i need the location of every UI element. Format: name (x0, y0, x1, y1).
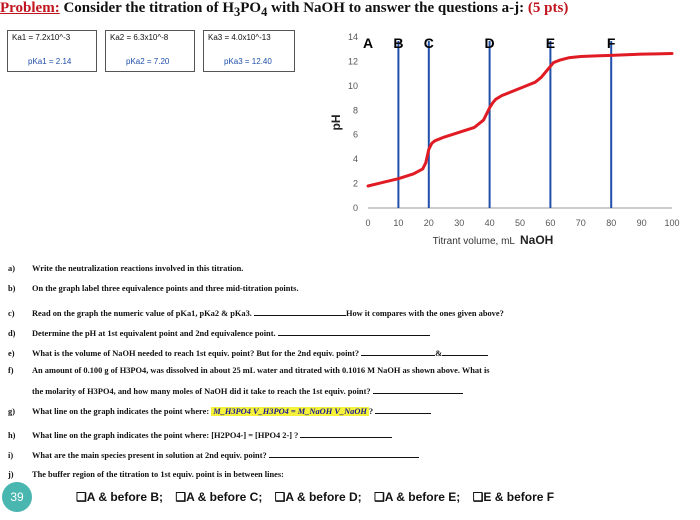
question-letter: d) (8, 329, 16, 338)
question-i: i) What are the main species present in s… (8, 448, 419, 460)
pka3-value: pKa3 = 12.40 (224, 57, 272, 66)
question-letter: a) (8, 264, 15, 273)
page-number-badge: 39 (2, 482, 32, 512)
question-text: Read on the graph the numeric value of p… (32, 309, 252, 318)
pka2-value: pKa2 = 7.20 (126, 57, 170, 66)
answer-blank[interactable] (268, 448, 419, 458)
answer-options: ❏A & before B; ❏A & before C; ❏A & befor… (76, 490, 563, 504)
question-text: What line on the graph indicates the poi… (32, 431, 299, 440)
y-tick-label: 14 (348, 32, 358, 42)
y-tick-label: 10 (348, 81, 358, 91)
question-tail: How it compares with the ones given abov… (345, 309, 504, 318)
x-axis-label: Titrant volume, mL (433, 236, 516, 247)
ka2-box: Ka2 = 6.3x10^-8 pKa2 = 7.20 (105, 30, 195, 72)
y-tick-label: 2 (353, 179, 358, 189)
x-tick-label: 40 (485, 218, 495, 228)
marker-label-c: C (424, 35, 434, 51)
marker-label-f: F (607, 35, 616, 51)
question-a: a) Write the neutralization reactions inv… (8, 264, 243, 273)
option-a-before-e[interactable]: ❏A & before E; (373, 490, 461, 504)
question-text: What are the main species present in sol… (32, 451, 267, 460)
question-f-cont: the molarity of H3PO4, and how many mole… (8, 384, 463, 396)
option-a-before-b[interactable]: ❏A & before B; (76, 490, 163, 504)
question-f: f) An amount of 0.100 g of H3PO4, was dis… (8, 366, 490, 375)
question-text: the molarity of H3PO4, and how many mole… (32, 387, 371, 396)
question-d: d) Determine the pH at 1st equivalent poi… (8, 326, 430, 338)
x-tick-label: 10 (393, 218, 403, 228)
y-tick-label: 8 (353, 105, 358, 115)
question-c: c) Read on the graph the numeric value of… (8, 306, 504, 318)
question-h: h) What line on the graph indicates the p… (8, 428, 393, 440)
question-e: e) What is the volume of NaOH needed to r… (8, 346, 489, 358)
answer-blank-2[interactable] (442, 346, 489, 356)
question-letter: i) (8, 451, 14, 460)
problem-label: Problem: (0, 0, 60, 16)
y-tick-label: 0 (353, 203, 358, 213)
title-text-1: Consider the titration of H (59, 0, 235, 16)
problem-title: Problem: Consider the titration of H3PO4… (0, 0, 700, 20)
titration-curve (366, 51, 674, 188)
x-tick-label: 80 (606, 218, 616, 228)
marker-label-d: D (485, 35, 495, 51)
x-tick-label: 100 (664, 218, 679, 228)
x-tick-label: 30 (454, 218, 464, 228)
y-axis-label: pH (329, 115, 343, 131)
title-text-3: with NaOH to answer the questions a-j: (267, 0, 528, 16)
x-tick-label: 50 (515, 218, 525, 228)
option-a-before-c[interactable]: ❏A & before C; (175, 490, 263, 504)
x-tick-label: 90 (637, 218, 647, 228)
option-e-before-f[interactable]: ❏E & before F (472, 490, 555, 504)
option-a-before-d[interactable]: ❏A & before D; (274, 490, 362, 504)
ka3-box: Ka3 = 4.0x10^-13 pKa3 = 12.40 (203, 30, 295, 72)
question-j: j) The buffer region of the titration to … (8, 470, 284, 479)
answer-blank[interactable] (372, 384, 463, 394)
question-text: An amount of 0.100 g of H3PO4, was disso… (32, 366, 490, 375)
x-tick-label: 0 (365, 218, 370, 228)
ka1-value: Ka1 = 7.2x10^-3 (12, 33, 71, 42)
question-letter: h) (8, 431, 16, 440)
answer-blank[interactable] (277, 326, 430, 336)
ka2-value: Ka2 = 6.3x10^-8 (110, 33, 169, 42)
marker-label-a: A (363, 35, 373, 51)
title-text-2: PO (240, 0, 262, 16)
answer-blank[interactable] (375, 404, 432, 414)
question-text: Write the neutralization reactions invol… (32, 264, 244, 273)
marker-label-b: B (393, 35, 403, 51)
question-letter: e) (8, 349, 15, 358)
question-letter: f) (8, 366, 14, 375)
question-text: On the graph label three equivalence poi… (32, 284, 299, 293)
question-letter: c) (8, 309, 15, 318)
question-text: Determine the pH at 1st equivalent point… (32, 329, 276, 338)
ka1-box: Ka1 = 7.2x10^-3 pKa1 = 2.14 (7, 30, 97, 72)
answer-blank[interactable] (300, 428, 393, 438)
points-label: (5 pts) (527, 0, 569, 16)
question-text: The buffer region of the titration to 1s… (32, 470, 284, 479)
y-tick-label: 4 (353, 154, 358, 164)
equivalence-formula: M_H3PO4 V_H3PO4 = M_NaOH V_NaOH (211, 407, 369, 416)
question-letter: j) (8, 470, 14, 479)
question-letter: b) (8, 284, 16, 293)
question-text: What line on the graph indicates the poi… (32, 407, 210, 416)
title-sub-1: 3 (234, 5, 241, 19)
answer-blank[interactable] (361, 346, 436, 356)
titration-chart-svg: 0 2 4 6 8 10 12 14 0 10 20 30 40 50 60 70 80 90 100 Titrant… (329, 32, 680, 247)
answer-blank[interactable] (253, 306, 346, 316)
question-letter: g) (8, 407, 15, 416)
question-tail: ? (368, 407, 374, 416)
pka1-value: pKa1 = 2.14 (28, 57, 72, 66)
titration-chart: 0 2 4 6 8 10 12 14 0 10 20 30 40 50 60 70 80 90 100 Titrant… (329, 32, 680, 247)
x-tick-label: 70 (576, 218, 586, 228)
x-tick-label: 60 (545, 218, 555, 228)
y-tick-label: 6 (353, 130, 358, 140)
question-b: b) On the graph label three equivalence p… (8, 284, 299, 293)
marker-label-e: E (546, 35, 555, 51)
y-tick-label: 12 (348, 56, 358, 66)
question-text: What is the volume of NaOH needed to rea… (32, 349, 360, 358)
x-axis-label-suffix: NaOH (520, 233, 553, 247)
title-sub-2: 4 (261, 5, 268, 19)
question-tail: & (435, 349, 443, 358)
question-g: g) What line on the graph indicates the p… (8, 404, 432, 416)
ka3-value: Ka3 = 4.0x10^-13 (208, 33, 271, 42)
x-tick-label: 20 (424, 218, 434, 228)
